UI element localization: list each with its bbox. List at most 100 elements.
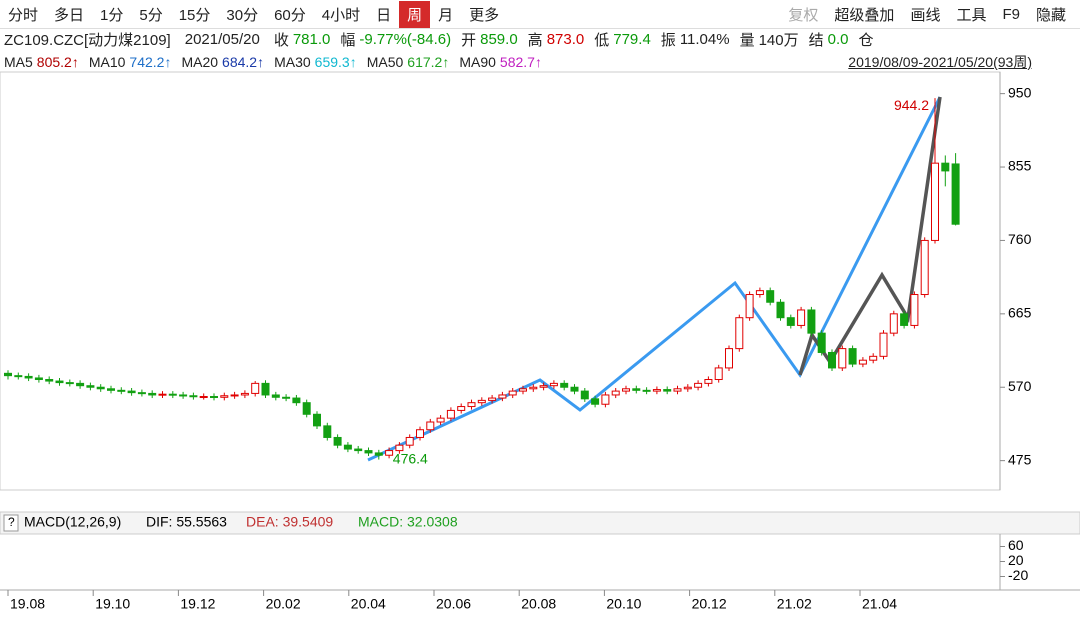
tool[interactable]: 画线 [910, 6, 941, 24]
tab[interactable]: 多日 [54, 6, 85, 24]
y-tick-label: 475 [1008, 451, 1032, 467]
candle-body [797, 309, 806, 326]
candle-body [240, 392, 249, 396]
date: 2021/05/20 [184, 30, 260, 48]
candle-body [168, 393, 177, 396]
tool[interactable]: F9 [1002, 5, 1020, 23]
tab[interactable]: 30分 [226, 6, 259, 24]
toolbar: 分时 多日 1分 5分 15分 30分 60分 4小时日周月更多 [0, 0, 1080, 29]
x-tick-label: 20.08 [521, 596, 556, 612]
candle-body [385, 450, 394, 456]
y-tick-label: 570 [1008, 378, 1032, 394]
candle-body [65, 382, 74, 385]
ma-row: MA5 805.2↑ MA10 742.2↑ MA20 684.2↑ MA30 659.3↑ M… [4, 51, 552, 73]
candle-body [96, 386, 105, 390]
help-icon: ? [8, 515, 15, 529]
low-label: 476.4 [393, 450, 428, 466]
candle-body [4, 372, 12, 377]
ma-value: 617.2↑ [407, 54, 450, 70]
macd-tick-label: 60 [1008, 537, 1024, 553]
candle-body [776, 301, 785, 319]
candle-body [313, 413, 321, 427]
candle-body [508, 390, 517, 396]
help-box [3, 514, 19, 532]
field-label: 低 [594, 31, 610, 49]
tool[interactable]: 隐藏 [1035, 6, 1066, 24]
candle-body [858, 359, 867, 365]
candle-body [632, 388, 641, 391]
field-label: 结 [808, 31, 824, 49]
candle-body [817, 332, 826, 353]
candle-body [302, 402, 311, 415]
candle-body [539, 385, 548, 388]
tab[interactable]: 周 [399, 0, 431, 28]
x-tick-label: 20.06 [436, 596, 471, 612]
ma-value: 684.2↑ [222, 54, 265, 70]
tool[interactable]: 复权 [788, 6, 819, 24]
y-tick-label: 950 [1008, 84, 1032, 100]
candle-body [374, 452, 383, 456]
plot-frame [0, 71, 1001, 491]
candle-body [900, 313, 909, 326]
candle-body [838, 348, 847, 369]
ma-value: 659.3↑ [314, 54, 357, 70]
tab[interactable]: 4小时 [321, 6, 361, 24]
tab[interactable]: 月 [438, 6, 454, 24]
candle-body [364, 450, 373, 454]
ma-name: MA5 [4, 54, 33, 70]
macd-tick-label: 20 [1008, 552, 1024, 568]
candle-body [549, 382, 558, 387]
candle-body [683, 386, 692, 390]
field-value: 140万 [758, 31, 799, 49]
candle-body [282, 396, 291, 399]
candle-body [704, 379, 713, 384]
y-tick-label: 665 [1008, 305, 1032, 321]
candle-body [354, 448, 363, 452]
candle-body [591, 398, 600, 405]
x-tick-label: 20.02 [266, 596, 301, 612]
macd-value: MACD: 32.0308 [358, 514, 458, 530]
macd-header [0, 511, 1080, 535]
y-tick-label: 760 [1008, 231, 1032, 247]
candle-body [323, 425, 332, 438]
candle-body [766, 290, 775, 303]
macd-title: MACD(12,26,9) [24, 514, 121, 530]
tab[interactable]: 更多 [469, 6, 500, 24]
candle-body [931, 162, 939, 241]
tab[interactable]: 1分 [100, 6, 124, 24]
candle-body [642, 389, 651, 392]
ma-value: 582.7↑ [499, 54, 542, 70]
field-label: 开 [461, 31, 477, 49]
candle-body [405, 436, 414, 446]
candle-body [488, 397, 497, 401]
candle-body [498, 394, 507, 399]
candle-body [117, 389, 126, 392]
field-label: 振 [660, 31, 676, 49]
candle-body [745, 294, 754, 319]
tab[interactable]: 5分 [139, 6, 163, 24]
tab[interactable]: 60分 [274, 6, 306, 24]
candle-body [529, 386, 538, 390]
field-label: 高 [527, 31, 543, 49]
candles [4, 98, 960, 460]
candle-body [848, 348, 857, 365]
candle-body [580, 390, 589, 400]
tool[interactable]: 工具 [956, 6, 987, 24]
field-label: 幅 [340, 31, 356, 49]
field-value: 779.4 [613, 30, 651, 48]
candle-body [127, 390, 136, 394]
range: 2019/08/09-2021/05/20(93周) [848, 54, 1032, 70]
tab[interactable]: 15分 [178, 6, 211, 24]
tab[interactable]: 日 [376, 6, 392, 24]
candle-body [189, 395, 198, 398]
tab[interactable]: 分时 [8, 6, 39, 24]
candle-body [755, 290, 764, 296]
candle-body [879, 332, 888, 357]
symbol: ZC109.CZC[动力煤2109] [4, 31, 171, 49]
candle-body [45, 379, 54, 382]
ma-name: MA20 [181, 54, 219, 70]
candle-body [292, 397, 301, 404]
trend-arrow [367, 96, 942, 462]
tool[interactable]: 超级叠加 [834, 6, 895, 24]
